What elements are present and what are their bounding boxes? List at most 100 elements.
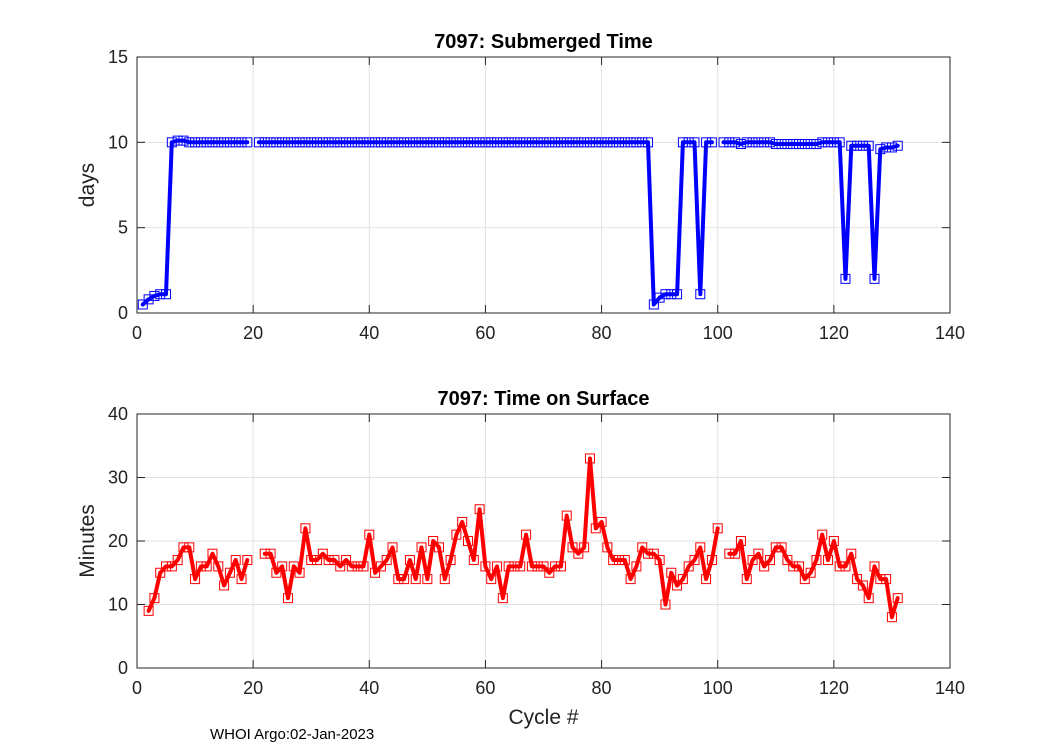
surface-data-point — [213, 561, 224, 572]
surface-data-point — [393, 574, 404, 585]
submerged-data-point — [155, 289, 166, 300]
surface-data-point — [805, 567, 816, 578]
surface-data-point — [555, 561, 566, 572]
surface-data-point — [654, 555, 665, 566]
surface-data-point — [532, 561, 543, 572]
submerged-data-point — [497, 137, 508, 148]
surface-data-point — [619, 555, 630, 566]
surface-data-point — [875, 574, 886, 585]
submerged-data-point — [666, 289, 677, 300]
submerged-data-point — [178, 135, 189, 146]
surface-data-point — [584, 453, 595, 464]
surface-data-point — [271, 567, 282, 578]
submerged-data-point — [329, 137, 340, 148]
surface-data-point — [811, 555, 822, 566]
submerged-data-point — [468, 137, 479, 148]
surface-data-point — [468, 555, 479, 566]
submerged-data-point — [567, 137, 578, 148]
surface-data-point — [735, 536, 746, 546]
surface-data-point — [497, 593, 508, 604]
surface-data-point — [672, 580, 683, 591]
surface-data-point — [677, 574, 688, 585]
footer-credit: WHOI Argo:02-Jan-2023 — [210, 726, 375, 743]
surface-data-point — [776, 542, 787, 553]
submerged-data-point — [846, 140, 857, 151]
surface-data-point — [852, 574, 863, 585]
surface-data-point — [503, 561, 514, 572]
submerged-data-point — [555, 137, 566, 148]
submerged-y-tick-label: 0 — [118, 303, 128, 323]
submerged-data-point — [596, 137, 607, 148]
submerged-data-point — [486, 137, 497, 148]
submerged-x-tick-label: 0 — [132, 323, 142, 343]
submerged-data-point — [619, 137, 630, 148]
surface-data-point — [840, 561, 851, 572]
submerged-data-point — [840, 273, 851, 284]
surface-data-point — [515, 561, 526, 572]
submerged-data-point — [788, 139, 799, 150]
submerged-data-point — [532, 137, 543, 148]
submerged-data-point — [811, 139, 822, 150]
surface-data-point — [567, 542, 578, 553]
surface-data-point — [863, 593, 874, 604]
surface-data-point — [712, 523, 723, 534]
submerged-data-point — [753, 137, 764, 148]
submerged-data-point — [701, 137, 712, 148]
surface-data-point — [637, 542, 648, 553]
submerged-data-point — [863, 140, 874, 151]
surface-data-point — [149, 593, 160, 604]
submerged-axes-box — [136, 56, 951, 314]
submerged-data-point — [677, 137, 688, 148]
surface-data-point — [764, 555, 775, 566]
surface-x-tick-label: 100 — [703, 678, 733, 698]
submerged-x-tick-label: 140 — [935, 323, 965, 343]
surface-data-point — [602, 542, 613, 553]
submerged-data-point — [352, 137, 363, 148]
submerged-data-point — [439, 137, 450, 148]
surface-data-point — [242, 555, 253, 566]
submerged-data-point — [602, 137, 613, 148]
surface-data-point — [236, 574, 247, 585]
submerged-x-tick-label: 80 — [592, 323, 612, 343]
surface-data-point — [370, 567, 381, 578]
surface-data-point — [195, 561, 206, 572]
submerged-data-point — [312, 137, 323, 148]
submerged-data-point — [695, 289, 706, 300]
surface-data-point — [509, 561, 520, 572]
submerged-data-point — [271, 137, 282, 148]
submerged-data-point — [544, 137, 555, 148]
submerged-data-point — [323, 137, 334, 148]
submerged-data-point — [433, 137, 444, 148]
submerged-data-point — [852, 140, 863, 151]
surface-data-point — [358, 561, 369, 572]
surface-y-tick-label: 0 — [118, 658, 128, 678]
submerged-data-point — [288, 137, 299, 148]
surface-data-point — [753, 548, 764, 559]
surface-data-point — [207, 548, 218, 559]
surface-data-point — [817, 529, 828, 540]
surface-data-point — [590, 523, 601, 534]
submerged-data-point — [550, 137, 561, 148]
submerged-data-point — [428, 137, 439, 148]
submerged-data-point — [294, 137, 305, 148]
submerged-data-point — [643, 137, 654, 148]
submerged-data-point — [741, 137, 752, 148]
surface-data-point — [730, 548, 741, 559]
surface-data-point — [166, 561, 177, 572]
surface-data-point — [317, 548, 328, 559]
submerged-data-point — [393, 137, 404, 148]
submerged-y-tick-label: 15 — [108, 47, 128, 67]
surface-series-line — [146, 456, 900, 620]
surface-data-point — [288, 561, 299, 572]
surface-data-point — [306, 555, 317, 566]
submerged-y-axis-label: days — [76, 163, 99, 207]
submerged-data-point — [538, 137, 549, 148]
submerged-x-tick-label: 40 — [359, 323, 379, 343]
submerged-x-tick-label: 100 — [703, 323, 733, 343]
surface-data-point — [312, 555, 323, 566]
surface-data-point — [172, 555, 183, 566]
submerged-data-point — [172, 135, 183, 146]
surface-y-axis-label: Minutes — [76, 504, 99, 578]
surface-data-point — [608, 555, 619, 566]
